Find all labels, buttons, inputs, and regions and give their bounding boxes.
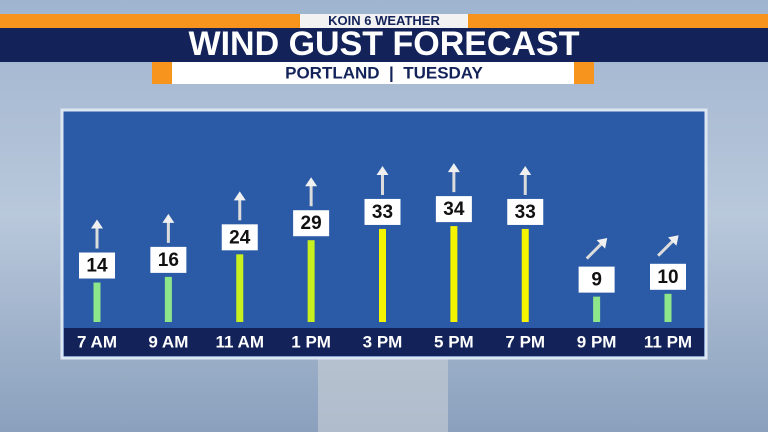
value-label-box bbox=[578, 266, 615, 293]
x-tick-label: 5 PM bbox=[434, 332, 474, 351]
x-tick-label: 7 PM bbox=[505, 332, 545, 351]
bar bbox=[450, 226, 458, 322]
value-label-box bbox=[650, 263, 686, 290]
bar bbox=[664, 293, 672, 322]
wind-arrow bbox=[162, 213, 175, 243]
value-label: 14 bbox=[86, 256, 108, 277]
x-tick-label: 11 PM bbox=[644, 332, 692, 351]
station: KOIN 6 WEATHER bbox=[328, 13, 440, 28]
value-label-box bbox=[79, 252, 115, 279]
bar bbox=[236, 254, 244, 322]
value-label: 10 bbox=[657, 267, 678, 288]
bar bbox=[307, 240, 315, 322]
wind-arrow bbox=[305, 177, 318, 207]
subtitle-box bbox=[172, 62, 574, 84]
arrow-head bbox=[376, 165, 389, 175]
bar bbox=[379, 228, 386, 322]
wind-arrow bbox=[376, 165, 389, 195]
title-banner bbox=[0, 28, 768, 62]
bar bbox=[521, 228, 529, 322]
wind-arrow bbox=[91, 219, 103, 249]
arrow-shaft bbox=[657, 239, 675, 257]
x-tick-label: 11 AM bbox=[215, 332, 264, 351]
value-label-box bbox=[293, 210, 330, 237]
wind-arrow bbox=[233, 191, 246, 221]
time-strip bbox=[64, 328, 704, 356]
value-label: 16 bbox=[158, 250, 179, 271]
value-label: 29 bbox=[301, 213, 322, 234]
arrow-head bbox=[305, 177, 318, 187]
value-label: 24 bbox=[229, 227, 251, 248]
x-tick-label: 1 PM bbox=[291, 332, 331, 351]
value-label-box bbox=[507, 198, 544, 225]
arrow-head bbox=[91, 219, 103, 229]
bar bbox=[93, 282, 101, 322]
x-tick-label: 9 AM bbox=[148, 332, 188, 351]
x-tick-label: 9 PM bbox=[577, 332, 617, 351]
subtitle: PORTLAND | TUESDAY bbox=[285, 63, 483, 82]
station-box bbox=[300, 14, 468, 28]
value-label: 9 bbox=[591, 270, 602, 291]
value-label-box bbox=[150, 246, 187, 273]
arrow-head bbox=[233, 191, 246, 201]
value-label: 33 bbox=[372, 202, 393, 223]
tower bbox=[318, 358, 448, 432]
x-tick-label: 7 AM bbox=[77, 332, 117, 351]
bar bbox=[164, 276, 172, 322]
wind-arrow bbox=[585, 238, 608, 260]
arrow-head bbox=[519, 165, 532, 175]
value-label-box bbox=[435, 196, 472, 223]
arrow-head bbox=[162, 213, 175, 223]
value-label: 34 bbox=[443, 199, 465, 220]
arrow-head bbox=[596, 238, 608, 249]
x-tick-label: 3 PM bbox=[363, 332, 403, 351]
value-label-box bbox=[221, 224, 258, 251]
wind-arrow bbox=[519, 165, 532, 195]
value-label-box bbox=[364, 198, 401, 225]
arrow-shaft bbox=[585, 241, 604, 260]
bar bbox=[593, 296, 601, 322]
arrow-head bbox=[447, 163, 460, 173]
value-label: 33 bbox=[515, 202, 536, 223]
arrow-head bbox=[668, 235, 679, 246]
wind-arrow bbox=[657, 235, 679, 257]
wind-arrow bbox=[447, 163, 460, 193]
chart-title: WIND GUST FORECAST bbox=[189, 25, 580, 63]
